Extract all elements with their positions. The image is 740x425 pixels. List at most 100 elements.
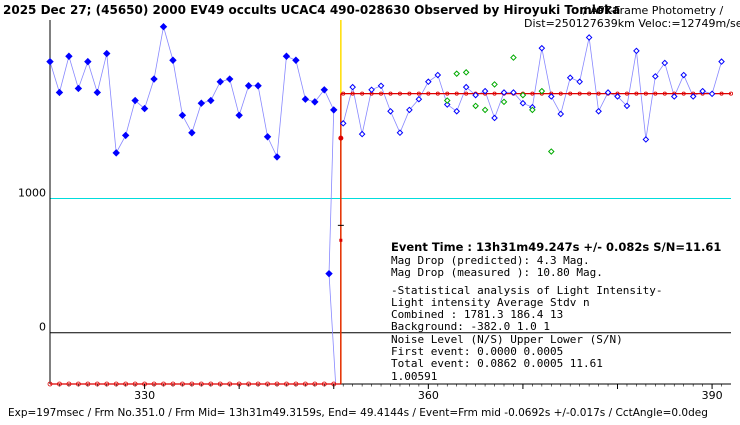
before-data-point — [282, 52, 291, 60]
after-trace-line — [342, 37, 722, 140]
after-data-point — [434, 71, 442, 79]
chart-title: 2025 Dec 27; (45650) 2000 EV49 occults U… — [3, 3, 620, 17]
after-data-point — [595, 107, 602, 115]
model-point — [653, 91, 658, 96]
model-point — [407, 91, 412, 96]
after-data-point — [708, 90, 716, 98]
before-data-point — [197, 99, 206, 107]
combined-data-point — [519, 91, 527, 99]
model-point — [624, 91, 629, 96]
chart-subtitle-photometry: / APT-Frame Photometry / — [583, 4, 724, 17]
combined-data-point — [491, 81, 498, 88]
before-data-point — [103, 49, 111, 58]
before-data-point — [131, 96, 139, 105]
after-data-point — [415, 95, 423, 103]
after-data-point — [510, 89, 517, 96]
model-point — [596, 91, 601, 96]
combined-data-point — [443, 97, 451, 104]
model-point — [379, 91, 384, 96]
light-intensity-header: Light intensity Average Stdv n — [391, 296, 590, 309]
edge-value-label: 1.00591 — [391, 370, 437, 383]
after-data-points — [339, 34, 725, 143]
after-data-point — [462, 83, 470, 91]
model-point — [662, 91, 667, 96]
model-point — [388, 91, 393, 96]
stat-analysis-title: -Statistical analysis of Light Intensity… — [391, 284, 663, 297]
model-point — [350, 91, 355, 96]
before-data-point — [140, 104, 149, 113]
before-data-point — [330, 106, 338, 114]
before-data-point — [178, 111, 187, 120]
before-data-point — [207, 96, 215, 105]
combined-data-point — [538, 87, 546, 95]
after-data-point — [425, 78, 432, 86]
before-data-point — [254, 82, 262, 90]
model-point — [341, 91, 346, 96]
model-point — [360, 91, 365, 96]
after-data-point — [538, 44, 546, 52]
after-data-point — [547, 93, 555, 100]
after-data-point — [377, 82, 385, 90]
after-data-point — [453, 107, 461, 115]
model-point — [577, 91, 582, 96]
before-data-point — [46, 57, 54, 66]
after-data-point — [614, 93, 621, 100]
x-tick-label: 360 — [418, 389, 439, 402]
before-data-point — [311, 98, 319, 106]
before-trace-line — [49, 26, 337, 385]
combined-data-point — [472, 102, 479, 110]
model-point — [464, 91, 469, 96]
before-data-point — [320, 86, 328, 94]
chart-subtitle-distance: Dist=250127639km Veloc:=12749m/sec — [524, 17, 740, 30]
before-data-point — [74, 84, 83, 93]
model-point — [634, 91, 639, 96]
after-data-point — [623, 102, 631, 110]
combined-data-point — [547, 148, 555, 155]
after-data-point — [718, 58, 725, 65]
after-data-point — [387, 107, 394, 115]
before-data-point — [188, 129, 196, 137]
noise-first-event: First event: 0.0000 0.0005 — [391, 345, 563, 358]
after-data-point — [500, 89, 508, 96]
before-data-point — [263, 133, 272, 141]
before-data-point — [273, 153, 281, 161]
after-data-point — [358, 130, 366, 138]
after-data-trace — [342, 37, 722, 140]
light-intensity-combined: Combined : 1781.3 186.4 13 — [391, 308, 563, 321]
event-marker-upper — [338, 135, 344, 141]
combined-data-point — [453, 70, 461, 77]
before-data-point — [112, 149, 120, 157]
before-data-point — [55, 88, 64, 97]
before-data-point — [150, 75, 158, 83]
noise-total-event: Total event: 0.0862 0.0005 11.61 — [391, 357, 603, 370]
combined-data-point — [510, 54, 517, 61]
combined-data-points — [443, 54, 555, 155]
x-tick-label: 330 — [134, 389, 155, 402]
before-data-point — [216, 78, 224, 86]
model-point — [729, 91, 734, 96]
after-data-point — [680, 71, 688, 79]
mag-drop-predicted: Mag Drop (predicted): 4.3 Mag. — [391, 254, 590, 267]
after-data-point — [557, 110, 565, 118]
after-data-point — [339, 120, 347, 127]
combined-data-point — [481, 106, 489, 114]
after-data-point — [368, 86, 375, 94]
before-data-point — [65, 52, 73, 60]
noise-level-header: Noise Level (N/S) Upper Lower (S/N) — [391, 333, 623, 346]
plot-area: 330 360 390 0 1000 — [18, 20, 734, 402]
after-data-point — [652, 73, 659, 80]
after-data-point — [576, 78, 583, 86]
before-data-point — [169, 56, 177, 64]
before-data-point — [84, 57, 92, 66]
event-marker-lower — [339, 238, 343, 242]
before-data-point — [159, 23, 168, 31]
after-data-point — [604, 89, 612, 96]
after-data-point — [406, 106, 413, 114]
after-data-point — [633, 47, 640, 55]
after-data-point — [491, 114, 498, 122]
before-data-points-2 — [325, 269, 333, 278]
model-point — [435, 91, 440, 96]
before-data-point — [244, 82, 253, 90]
combined-data-point — [462, 69, 470, 76]
